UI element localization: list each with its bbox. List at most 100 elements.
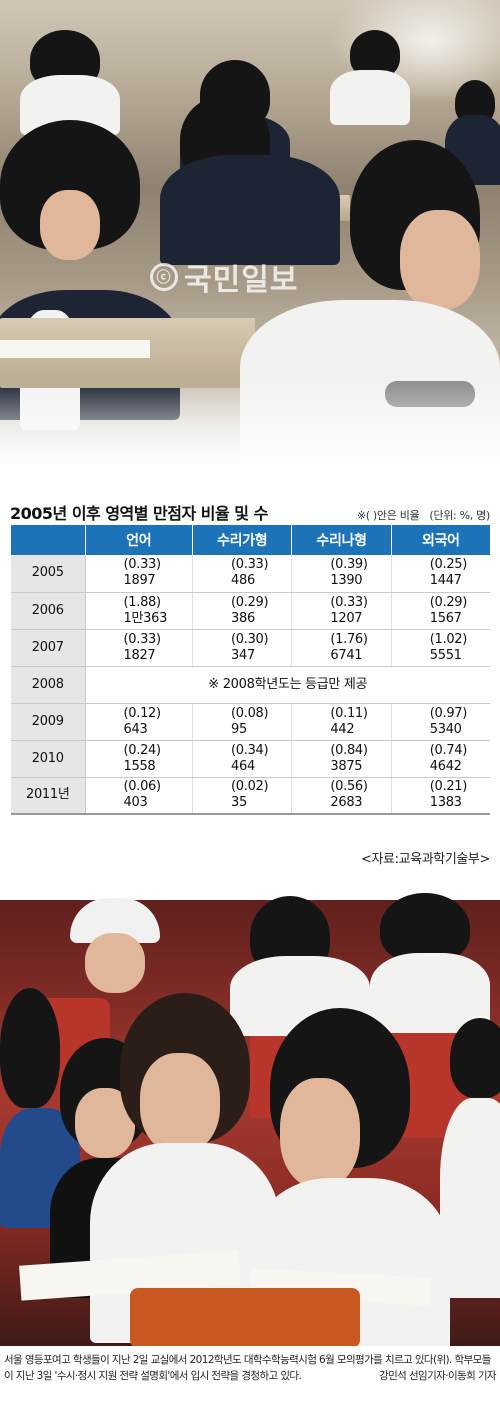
- data-cell: (0.39) 1390: [291, 555, 392, 593]
- table-title: 2005년 이후 영역별 만점자 비율 및 수: [10, 504, 268, 523]
- table-row: 2010 (0.24) 1558 (0.34) 464 (0.84) 3875 (0.…: [11, 740, 490, 778]
- merged-note-cell: ※ 2008학년도는 등급만 제공: [85, 666, 490, 704]
- data-cell: (1.02) 5551: [391, 629, 490, 667]
- ratio-value: (0.02): [231, 779, 269, 795]
- data-cell: (0.30) 347: [192, 629, 293, 667]
- year-cell: 2007: [11, 629, 86, 667]
- year-cell: 2005: [11, 555, 86, 593]
- year-cell: 2009: [11, 703, 86, 741]
- count-value: 35: [231, 795, 247, 811]
- count-value: 1207: [330, 610, 363, 626]
- ratio-value: (0.33): [330, 594, 368, 610]
- photo-credit: 강민석 선임기자·이동희 기자: [379, 1370, 497, 1382]
- ratio-value: (0.74): [429, 742, 468, 758]
- year-cell: 2010: [11, 740, 86, 778]
- data-cell: (0.08) 95: [192, 703, 293, 741]
- count-value: 5340: [429, 721, 462, 737]
- ratio-value: (0.29): [429, 594, 468, 610]
- count-value: 95: [231, 721, 247, 737]
- ratio-value: (0.12): [123, 705, 162, 721]
- parents-seminar-photo: [0, 888, 500, 1346]
- count-value: 1383: [429, 795, 462, 811]
- count-value: 442: [330, 721, 355, 737]
- ratio-value: (0.29): [231, 594, 269, 610]
- count-value: 4642: [429, 758, 462, 774]
- corner-header-cell: [11, 525, 86, 555]
- count-value: 6741: [330, 647, 363, 663]
- count-value: 1만363: [123, 610, 168, 626]
- data-cell: (0.25) 1447: [391, 555, 490, 593]
- data-cell: (0.84) 3875: [291, 740, 392, 778]
- table-notes: ※( )안은 비율 (단위: %, 명): [357, 507, 490, 523]
- count-value: 5551: [429, 647, 462, 663]
- data-cell: (0.33) 1897: [85, 555, 194, 593]
- count-value: 1827: [123, 647, 156, 663]
- data-cell: (0.11) 442: [291, 703, 392, 741]
- data-cell: (1.88) 1만363: [85, 592, 194, 630]
- data-cell: (0.97) 5340: [391, 703, 490, 741]
- count-value: 1558: [123, 758, 156, 774]
- ratio-value: (0.06): [123, 779, 162, 795]
- data-cell: (0.12) 643: [85, 703, 194, 741]
- ratio-value: (0.08): [231, 705, 269, 721]
- count-value: 1390: [330, 573, 363, 589]
- count-value: 1567: [429, 610, 462, 626]
- count-value: 486: [231, 573, 255, 589]
- ratio-value: (0.11): [330, 705, 368, 721]
- watermark-text: 국민일보: [184, 263, 299, 298]
- ratio-value: (0.97): [429, 705, 468, 721]
- ratio-value: (0.34): [231, 742, 269, 758]
- newspaper-watermark: ⓒ 국민일보: [150, 255, 298, 299]
- ratio-value: (0.56): [330, 779, 368, 795]
- count-value: 464: [231, 758, 255, 774]
- unit-note: (단위: %, 명): [429, 509, 490, 522]
- ratio-value: (0.24): [123, 742, 162, 758]
- ratio-value: (0.84): [330, 742, 368, 758]
- data-cell: (0.33) 1207: [291, 592, 392, 630]
- data-cell: (0.21) 1383: [391, 777, 490, 815]
- table-row: 2009 (0.12) 643 (0.08) 95 (0.11) 442 (0.97)…: [11, 703, 490, 741]
- year-cell: 2008: [11, 666, 86, 704]
- ratio-value: (1.88): [123, 594, 162, 610]
- count-value: 1897: [123, 573, 156, 589]
- column-header: 수리가형: [192, 525, 293, 555]
- copyright-seal-icon: ⓒ: [150, 263, 178, 291]
- data-cell: (0.34) 464: [192, 740, 293, 778]
- ratio-value: (0.21): [429, 779, 468, 795]
- data-source: <자료:교육과학기술부>: [360, 852, 490, 867]
- table-row: 2007 (0.33) 1827 (0.30) 347 (1.76) 6741 (1.…: [11, 629, 490, 667]
- caption-text: 서울 영등포여고 학생들이 지난 2일 교실에서 2012학년도 대학수학능력시…: [4, 1354, 491, 1382]
- data-cell: (0.06) 403: [85, 777, 194, 815]
- count-value: 386: [231, 610, 255, 626]
- table-row: 2006 (1.88) 1만363 (0.29) 386 (0.33) 1207 (0…: [11, 592, 490, 630]
- count-value: 347: [231, 647, 255, 663]
- ratio-note: ※( )안은 비율: [356, 509, 420, 522]
- ratio-value: (0.39): [330, 557, 368, 573]
- data-cell: (0.56) 2683: [291, 777, 392, 815]
- year-cell: 2006: [11, 592, 86, 630]
- table-row: 2008 ※ 2008학년도는 등급만 제공: [11, 666, 490, 704]
- data-cell: (1.76) 6741: [291, 629, 392, 667]
- classroom-exam-photo: ⓒ 국민일보: [0, 0, 500, 470]
- data-cell: (0.29) 1567: [391, 592, 490, 630]
- count-value: 403: [123, 795, 148, 811]
- column-header: 수리나형: [291, 525, 392, 555]
- data-cell: (0.02) 35: [192, 777, 293, 815]
- photo-caption: 서울 영등포여고 학생들이 지난 2일 교실에서 2012학년도 대학수학능력시…: [4, 1352, 497, 1384]
- data-cell: (0.74) 4642: [391, 740, 490, 778]
- ratio-value: (0.33): [231, 557, 269, 573]
- ratio-value: (1.76): [330, 631, 368, 647]
- ratio-value: (0.25): [429, 557, 468, 573]
- column-header: 언어: [85, 525, 194, 555]
- table-header-row: 언어 수리가형 수리나형 외국어: [11, 525, 490, 555]
- count-value: 3875: [330, 758, 363, 774]
- table-heading: 2005년 이후 영역별 만점자 비율 및 수 ※( )안은 비율 (단위: %…: [10, 500, 490, 526]
- ratio-value: (1.02): [429, 631, 468, 647]
- table-row: 2011년 (0.06) 403 (0.02) 35 (0.56) 2683 (0.2…: [11, 777, 490, 815]
- data-cell: (0.24) 1558: [85, 740, 194, 778]
- data-cell: (0.29) 386: [192, 592, 293, 630]
- data-cell: (0.33) 486: [192, 555, 293, 593]
- ratio-value: (0.33): [123, 557, 162, 573]
- count-value: 1447: [429, 573, 462, 589]
- count-value: 2683: [330, 795, 363, 811]
